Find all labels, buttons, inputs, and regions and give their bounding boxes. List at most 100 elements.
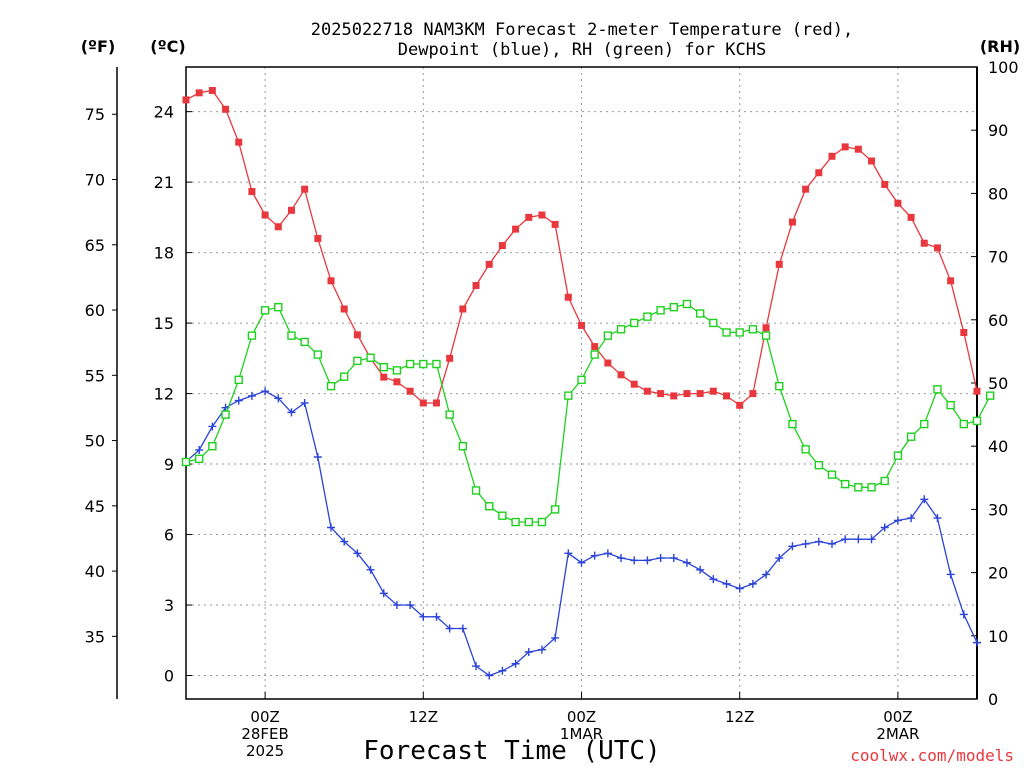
temperature-point (933, 244, 941, 252)
temperature-point (301, 185, 309, 193)
temperature-point (907, 213, 915, 221)
celsius-tick-label: 15 (154, 314, 174, 333)
dewpoint-point (946, 570, 955, 579)
rh-point (854, 483, 863, 492)
celsius-tick-label: 9 (164, 455, 174, 474)
rh-point (379, 363, 388, 372)
temperature-point (327, 277, 335, 285)
celsius-unit-label: (ºC) (150, 37, 185, 56)
fahrenheit-tick-label: 45 (85, 497, 105, 516)
credit-text: coolwx.com/models (850, 746, 1014, 765)
celsius-tick-label: 24 (154, 103, 174, 122)
temperature-point (512, 225, 520, 233)
rh-point (485, 502, 494, 511)
rh-point (353, 356, 362, 366)
rh-point (709, 318, 718, 328)
rh-point (748, 325, 758, 334)
temperature-point (736, 401, 744, 409)
celsius-tick-label: 0 (164, 667, 174, 686)
dewpoint-point (195, 445, 204, 454)
x-tick-label: 28FEB (241, 725, 288, 743)
rh-point (181, 457, 191, 467)
dewpoint-point (564, 549, 573, 558)
rh-point (537, 517, 547, 527)
fahrenheit-tick-label: 50 (85, 432, 105, 451)
temperature-point (261, 211, 269, 219)
x-tick-label: 12Z (725, 708, 754, 726)
dewpoint-point (933, 514, 942, 523)
dewpoint-point (880, 523, 889, 532)
dewpoint-point (551, 633, 560, 642)
dewpoint-point (827, 539, 836, 548)
rh-tick-label: 70 (988, 248, 1008, 267)
x-tick-label: 2MAR (876, 725, 919, 743)
rh-point (669, 302, 678, 312)
rh-point (498, 511, 507, 520)
rh-point (445, 410, 454, 419)
temperature-point (802, 185, 810, 193)
dewpoint-point (656, 554, 665, 563)
dewpoint-point (867, 535, 876, 544)
temperature-point (630, 380, 638, 388)
temperature-point (472, 281, 480, 289)
temperature-point (854, 145, 862, 153)
dewpoint-point (432, 612, 441, 621)
rh-tick-label: 90 (988, 121, 1008, 140)
rh-point (643, 312, 652, 321)
celsius-tick-label: 6 (164, 526, 174, 545)
temperature-point (419, 399, 427, 407)
fahrenheit-unit-label: (ºF) (81, 37, 116, 56)
temperature-point (538, 211, 546, 219)
rh-point (880, 476, 889, 486)
temperature-point (762, 324, 770, 332)
dewpoint-point (735, 584, 744, 593)
temperature-point (881, 180, 889, 188)
temperature-point (551, 220, 559, 228)
rh-point (366, 353, 375, 362)
rh-point (550, 505, 560, 514)
rh-point (616, 325, 626, 334)
axes: 0 3 6 9 12 15 18 21 24 35 40 45 50 55 60 65 70 75 0 10 20 30 4… (85, 58, 1019, 760)
rh-point (985, 391, 995, 400)
rh-point (392, 366, 402, 375)
dewpoint-point (920, 495, 929, 504)
temperature-point (709, 387, 717, 395)
dewpoint-point (722, 579, 731, 588)
temperature-point (696, 390, 704, 398)
dewpoint-point (485, 671, 494, 680)
rh-point (682, 299, 692, 309)
dewpoint-point (669, 554, 678, 563)
temperature-point (406, 387, 414, 395)
temperature-point (723, 392, 731, 400)
rh-point (326, 381, 336, 391)
fahrenheit-tick-label: 40 (85, 562, 105, 581)
temperature-point (617, 371, 625, 379)
rh-point (775, 381, 784, 391)
temperature-point (749, 390, 757, 398)
dewpoint-point (682, 558, 691, 567)
rh-tick-label: 100 (988, 58, 1019, 77)
rh-tick-label: 60 (988, 311, 1008, 330)
dewpoint-point (577, 558, 586, 567)
dewpoint-point (300, 398, 309, 407)
rh-point (722, 328, 731, 337)
rh-point (274, 302, 283, 312)
dewpoint-point (458, 624, 467, 633)
chart-subtitle: Dewpoint (blue), RH (green) for KCHS (398, 40, 766, 60)
temperature-point (841, 143, 849, 151)
rh-point (920, 419, 929, 429)
temperature-point (683, 390, 691, 398)
dewpoint-point (392, 601, 401, 610)
x-tick-label: 00Z (883, 708, 912, 726)
rh-unit-label: (RH) (980, 37, 1020, 56)
dewpoint-point (590, 551, 599, 560)
temperature-point (670, 392, 678, 400)
rh-point (247, 331, 257, 340)
dewpoint-point (775, 554, 784, 563)
temperature-point (314, 235, 322, 243)
rh-point (194, 454, 204, 464)
rh-point (287, 331, 296, 340)
rh-point (972, 416, 982, 426)
rh-tick-label: 40 (988, 437, 1008, 456)
